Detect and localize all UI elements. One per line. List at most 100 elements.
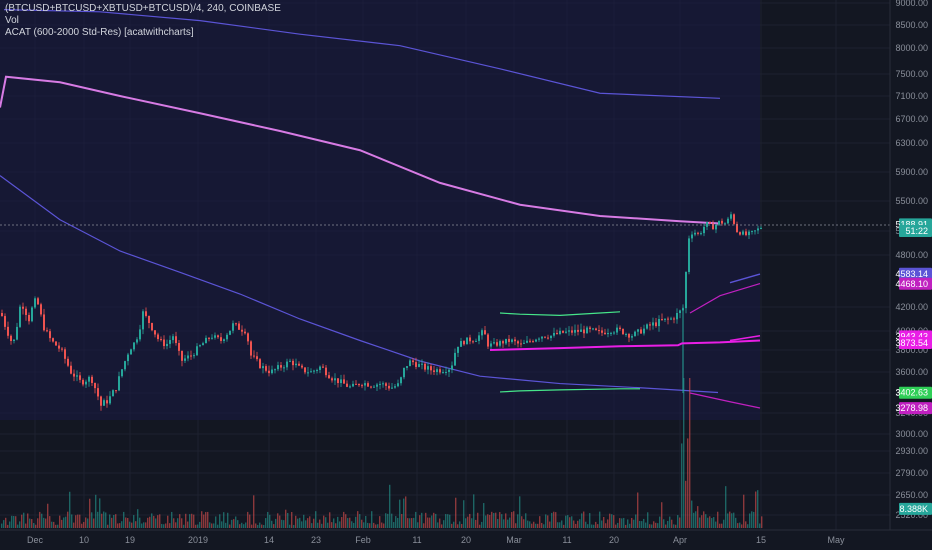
volume-bar bbox=[147, 517, 149, 528]
candle-body bbox=[79, 375, 81, 380]
volume-bar bbox=[543, 524, 545, 528]
price-badge-label: 5188.91 bbox=[895, 219, 928, 229]
candle-body bbox=[247, 333, 249, 342]
volume-bar bbox=[111, 517, 113, 528]
time-tick-label: Feb bbox=[355, 535, 371, 545]
candle-body bbox=[712, 223, 714, 230]
volume-bar bbox=[405, 496, 407, 528]
candle-body bbox=[586, 327, 588, 334]
candle-body bbox=[295, 363, 297, 366]
time-axis[interactable]: Dec 10 19 2019 14 23 Feb 11 20 Mar 11 20 Apr 15 May bbox=[27, 535, 845, 545]
price-badge-label: 3943.43 bbox=[895, 331, 928, 341]
price-tick-label: 5900.00 bbox=[895, 167, 928, 177]
volume-bar bbox=[731, 513, 733, 528]
volume-bar bbox=[237, 520, 239, 528]
volume-bar bbox=[471, 518, 473, 528]
price-badge-label: 3873.54 bbox=[895, 338, 928, 348]
candle-body bbox=[262, 366, 264, 369]
volume-bar bbox=[515, 523, 517, 528]
volume-bar bbox=[437, 522, 439, 528]
volume-bar bbox=[289, 524, 291, 528]
volume-bar bbox=[519, 496, 521, 528]
volume-bar bbox=[513, 511, 515, 528]
candle-body bbox=[595, 328, 597, 331]
candle-body bbox=[328, 375, 330, 379]
candle-body bbox=[685, 271, 687, 309]
volume-bar bbox=[467, 516, 469, 528]
volume-bar bbox=[739, 522, 741, 528]
volume-bar bbox=[585, 521, 587, 528]
volume-bar bbox=[83, 521, 85, 528]
volume-bar bbox=[11, 515, 13, 528]
volume-bar bbox=[605, 523, 607, 528]
candle-body bbox=[157, 334, 159, 340]
volume-bar bbox=[377, 524, 379, 528]
volume-bar bbox=[607, 519, 609, 528]
volume-bar bbox=[323, 515, 325, 528]
volume-bar bbox=[243, 524, 245, 528]
candle-body bbox=[505, 338, 507, 344]
volume-bar bbox=[33, 523, 35, 528]
candle-body bbox=[43, 314, 45, 331]
candle-body bbox=[709, 222, 711, 224]
volume-bar bbox=[89, 498, 91, 528]
candle-body bbox=[238, 323, 240, 330]
candle-body bbox=[592, 328, 594, 330]
volume-bar bbox=[411, 518, 413, 528]
price-badge bbox=[899, 277, 932, 290]
candle-body bbox=[28, 314, 30, 322]
legend-indicator[interactable]: ACAT (600-2000 Std-Res) [acatwithcharts] bbox=[5, 27, 194, 38]
volume-bar bbox=[695, 511, 697, 528]
time-tick-label: 23 bbox=[311, 535, 321, 545]
volume-bar bbox=[727, 513, 729, 528]
volume-bar bbox=[367, 522, 369, 528]
candle-body bbox=[70, 365, 72, 374]
volume-bar bbox=[595, 521, 597, 528]
volume-bar bbox=[345, 514, 347, 528]
volume-bar bbox=[175, 522, 177, 528]
volume-bar bbox=[639, 520, 641, 528]
volume-bar bbox=[757, 490, 759, 528]
chart-legend: (BTCUSD+BTCUSD+XBTUSD+BTCUSD)/4, 240, CO… bbox=[5, 3, 281, 39]
volume-bar bbox=[221, 521, 223, 528]
candle-body bbox=[607, 332, 609, 335]
price-axis[interactable]: 9000.00 8500.00 8000.00 7500.00 7100.00 6700.… bbox=[895, 0, 928, 520]
volume-bar bbox=[341, 517, 343, 528]
volume-bar bbox=[321, 523, 323, 528]
volume-bar bbox=[627, 519, 629, 528]
legend-volume[interactable]: Vol bbox=[5, 15, 19, 26]
candle-body bbox=[304, 367, 306, 373]
candle-body bbox=[478, 335, 480, 341]
legend-symbol[interactable]: (BTCUSD+BTCUSD+XBTUSD+BTCUSD)/4, 240, CO… bbox=[5, 3, 281, 14]
volume-bar bbox=[575, 523, 577, 528]
volume-bar bbox=[687, 438, 689, 528]
volume-bar bbox=[433, 512, 435, 528]
volume-bar bbox=[561, 520, 563, 528]
candle-body bbox=[415, 362, 417, 367]
volume-bar bbox=[177, 518, 179, 528]
volume-bar bbox=[65, 516, 67, 528]
candle-body bbox=[196, 346, 198, 356]
volume-bar bbox=[139, 517, 141, 528]
volume-bar bbox=[453, 521, 455, 528]
volume-bar bbox=[743, 494, 745, 528]
volume-bar bbox=[269, 514, 271, 528]
candle-body bbox=[145, 311, 147, 316]
volume-bar bbox=[373, 522, 375, 528]
candle-body bbox=[49, 331, 51, 339]
candle-body bbox=[124, 361, 126, 370]
candle-body bbox=[673, 318, 675, 320]
candle-body bbox=[553, 332, 555, 336]
candle-body bbox=[610, 332, 612, 334]
volume-bar bbox=[285, 509, 287, 528]
indicator-shading bbox=[0, 0, 760, 420]
volume-bar bbox=[35, 524, 37, 528]
volume-bar bbox=[551, 512, 553, 528]
volume-bar bbox=[281, 519, 283, 528]
candle-body bbox=[532, 341, 534, 343]
volume-bar bbox=[619, 518, 621, 528]
acat-overlay bbox=[489, 273, 761, 409]
volume-bar bbox=[197, 524, 199, 528]
volume-bar bbox=[609, 513, 611, 528]
